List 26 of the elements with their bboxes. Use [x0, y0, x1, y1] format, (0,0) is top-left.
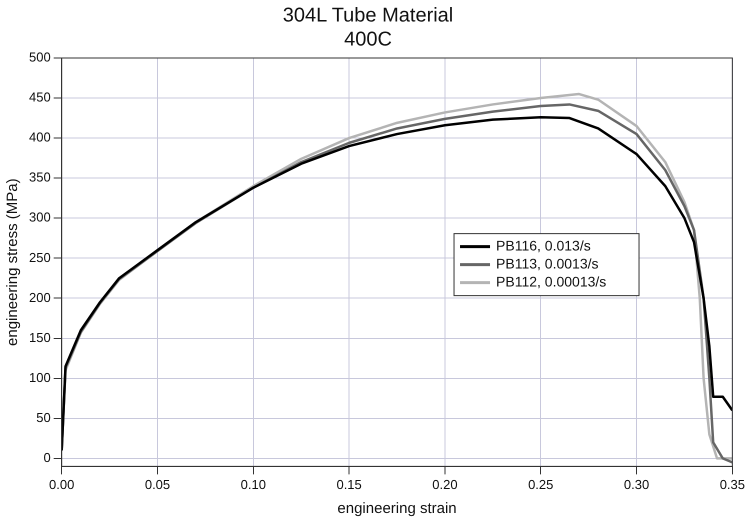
legend-label: PB112, 0.00013/s — [496, 273, 606, 290]
x-tick-label: 0.00 — [49, 476, 74, 492]
y-tick-label: 350 — [28, 170, 51, 185]
x-tick-label: 0.30 — [624, 476, 650, 492]
x-tick-label: 0.10 — [240, 476, 266, 492]
y-tick-label: 450 — [28, 90, 51, 105]
x-tick-label: 0.25 — [528, 476, 554, 492]
y-tick-label: 250 — [28, 250, 51, 265]
y-tick-label: 50 — [36, 410, 51, 425]
y-tick-label: 400 — [28, 130, 51, 145]
y-tick-label: 500 — [28, 50, 51, 65]
x-tick-label: 0.20 — [432, 476, 458, 492]
y-tick-label: 200 — [28, 290, 51, 305]
x-axis-title: engineering strain — [337, 500, 457, 518]
text: 304L Tube Material — [282, 4, 454, 27]
y-tick-label: 150 — [28, 330, 51, 345]
legend-label: PB113, 0.0013/s — [496, 255, 599, 272]
text: 400C — [344, 28, 392, 51]
x-tick-label: 0.35 — [720, 476, 746, 492]
y-tick-label: 0 — [43, 450, 51, 465]
legend-label: PB116, 0.013/s — [496, 237, 591, 254]
x-tick-label: 0.15 — [336, 476, 362, 492]
y-axis-title: engineering stress (MPa) — [4, 178, 22, 346]
x-tick-label: 0.05 — [144, 476, 170, 492]
y-tick-label: 100 — [28, 370, 51, 385]
y-tick-label: 300 — [28, 210, 51, 225]
